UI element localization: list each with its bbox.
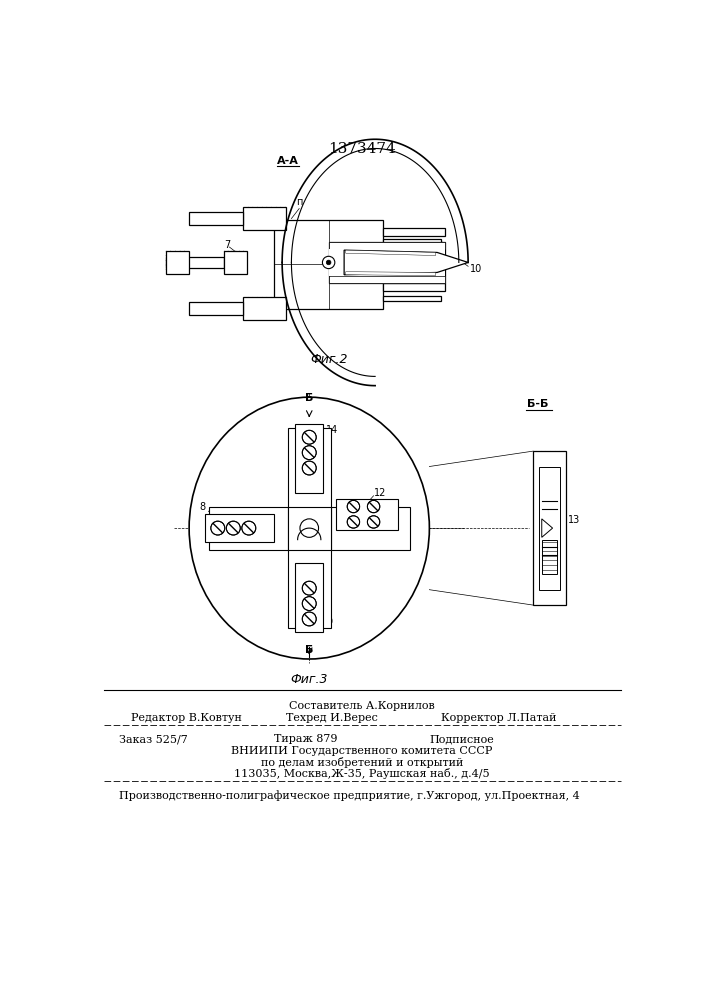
- Polygon shape: [346, 250, 436, 256]
- Polygon shape: [296, 563, 323, 632]
- Polygon shape: [329, 249, 445, 276]
- Circle shape: [327, 260, 331, 265]
- Polygon shape: [296, 424, 323, 493]
- Polygon shape: [204, 514, 274, 542]
- Text: Корректор Л.Патай: Корректор Л.Патай: [441, 713, 556, 723]
- Text: Б: Б: [305, 645, 313, 655]
- Polygon shape: [209, 507, 410, 550]
- Text: 113035, Москва,Ж-35, Раушская наб., д.4/5: 113035, Москва,Ж-35, Раушская наб., д.4/…: [234, 768, 490, 779]
- Text: Б: Б: [305, 393, 313, 403]
- Polygon shape: [539, 466, 559, 590]
- Polygon shape: [329, 242, 445, 249]
- Circle shape: [303, 597, 316, 610]
- Polygon shape: [533, 451, 566, 605]
- Text: по делам изобретений и открытий: по делам изобретений и открытий: [261, 757, 463, 768]
- Text: Тираж 879: Тираж 879: [274, 734, 338, 744]
- Polygon shape: [166, 257, 224, 268]
- Text: Заказ 525/7: Заказ 525/7: [119, 734, 188, 744]
- Text: Составитель А.Корнилов: Составитель А.Корнилов: [289, 701, 435, 711]
- Circle shape: [242, 521, 256, 535]
- Circle shape: [303, 461, 316, 475]
- Polygon shape: [189, 302, 243, 315]
- Circle shape: [226, 521, 240, 535]
- Polygon shape: [224, 251, 247, 274]
- Text: Фиг.3: Фиг.3: [291, 673, 328, 686]
- Polygon shape: [337, 499, 398, 530]
- Polygon shape: [243, 297, 286, 320]
- Polygon shape: [383, 283, 445, 291]
- Polygon shape: [346, 272, 436, 276]
- Polygon shape: [383, 296, 441, 301]
- Polygon shape: [288, 507, 331, 550]
- Polygon shape: [383, 228, 445, 235]
- Polygon shape: [542, 540, 557, 574]
- Text: 7: 7: [224, 240, 230, 250]
- Text: 1373474: 1373474: [328, 142, 396, 156]
- Circle shape: [303, 446, 316, 460]
- Circle shape: [303, 581, 316, 595]
- Polygon shape: [383, 239, 441, 246]
- Text: 9: 9: [327, 617, 332, 627]
- Circle shape: [300, 519, 319, 537]
- Text: 12: 12: [373, 488, 386, 498]
- Text: Техред И.Верес: Техред И.Верес: [286, 713, 378, 723]
- Circle shape: [368, 500, 380, 513]
- Circle shape: [211, 521, 225, 535]
- Ellipse shape: [189, 397, 429, 659]
- Text: 13: 13: [568, 515, 580, 525]
- Polygon shape: [542, 519, 553, 537]
- Circle shape: [303, 612, 316, 626]
- Text: Редактор В.Ковтун: Редактор В.Ковтун: [131, 713, 242, 723]
- Text: Подписное: Подписное: [429, 734, 494, 744]
- Polygon shape: [344, 250, 468, 275]
- Text: Фиг.2: Фиг.2: [310, 353, 347, 366]
- Circle shape: [322, 256, 335, 269]
- Text: 8: 8: [199, 502, 205, 512]
- Polygon shape: [189, 212, 243, 225]
- Polygon shape: [288, 428, 331, 628]
- Polygon shape: [166, 251, 189, 274]
- Text: 14: 14: [327, 425, 339, 435]
- Polygon shape: [274, 220, 383, 309]
- Polygon shape: [243, 207, 286, 230]
- Text: Производственно-полиграфическое предприятие, г.Ужгород, ул.Проектная, 4: Производственно-полиграфическое предприя…: [119, 790, 580, 801]
- Circle shape: [347, 516, 360, 528]
- Text: 10: 10: [470, 264, 483, 274]
- Circle shape: [347, 500, 360, 513]
- Text: Б-Б: Б-Б: [527, 399, 549, 409]
- Polygon shape: [329, 276, 445, 283]
- Text: ВНИИПИ Государственного комитета СССР: ВНИИПИ Государственного комитета СССР: [231, 746, 493, 756]
- Circle shape: [368, 516, 380, 528]
- Polygon shape: [329, 242, 445, 283]
- Text: А-А: А-А: [277, 156, 299, 166]
- Circle shape: [303, 430, 316, 444]
- Text: п: п: [296, 197, 303, 207]
